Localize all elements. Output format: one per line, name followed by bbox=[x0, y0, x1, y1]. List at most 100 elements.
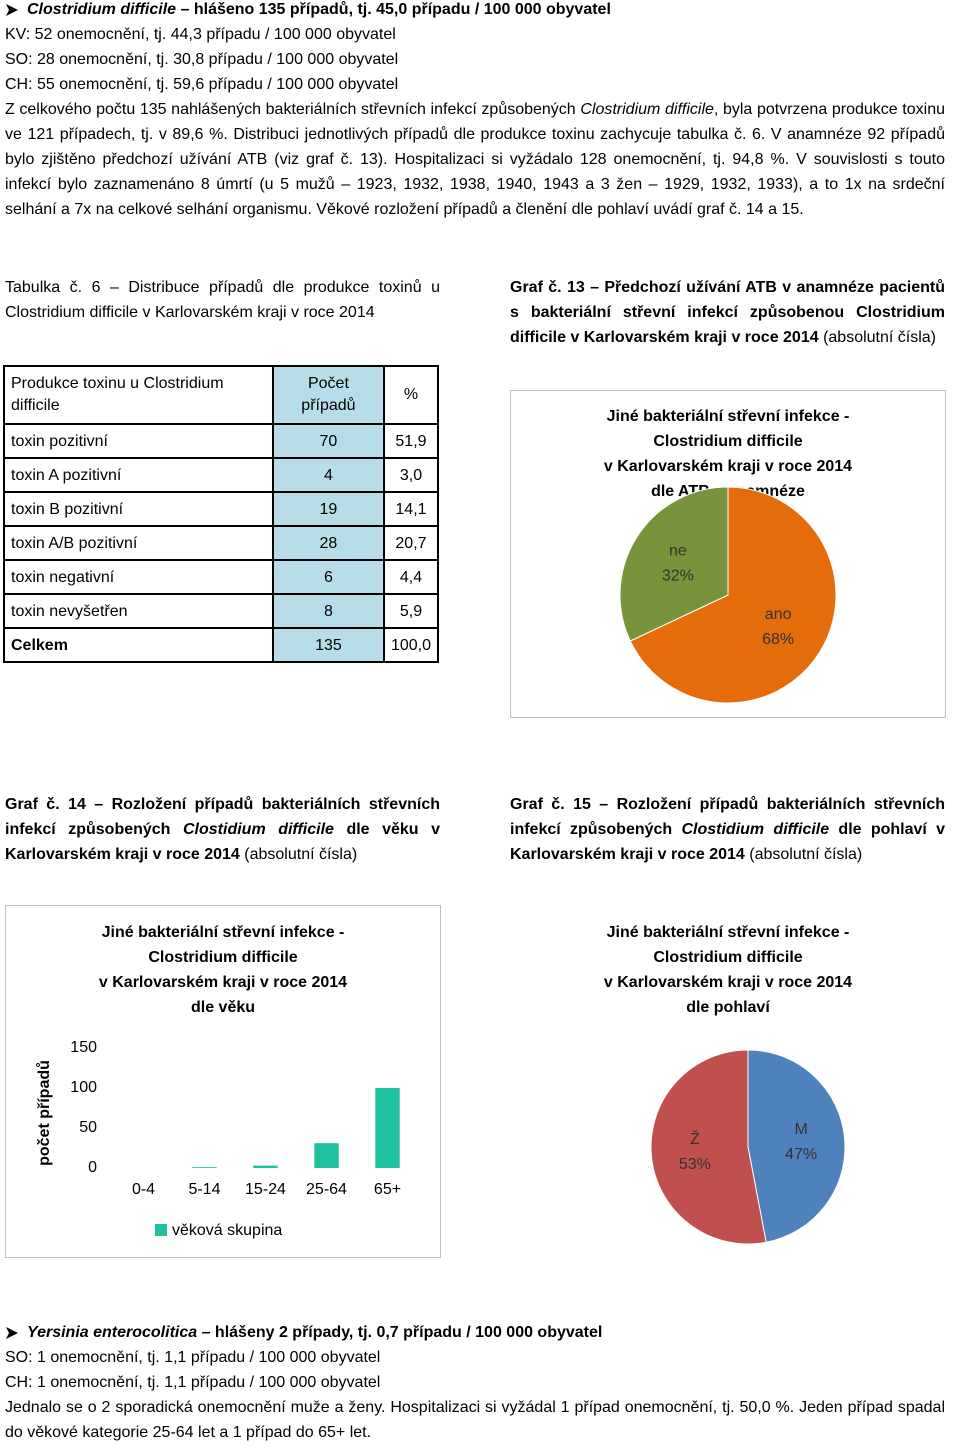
paragraph: Jednalo se o 2 sporadická onemocnění muž… bbox=[5, 1399, 945, 1441]
header-cell: % bbox=[382, 365, 440, 425]
region-line: CH: 55 onemocnění, tj. 59,6 případu / 10… bbox=[5, 76, 399, 93]
slice-label: Ž bbox=[690, 1129, 700, 1148]
table-cell: 100,0 bbox=[382, 627, 440, 663]
caption-text: Clostidium difficile bbox=[183, 821, 334, 838]
text-italic: Clostridium difficile bbox=[580, 101, 714, 118]
intro: Clostridium difficile – hlášeno 135 příp… bbox=[5, 0, 945, 222]
slice-value-label: 32% bbox=[662, 567, 694, 584]
table-row: Celkem 135 100,0 bbox=[3, 627, 440, 663]
pie-slice bbox=[629, 486, 837, 704]
heading-text: – hlášeny 2 případy, tj. 0,7 případu / 1… bbox=[197, 1324, 603, 1341]
bullet-arrow bbox=[6, 1326, 18, 1339]
paragraph: Z celkového počtu 135 nahlášených bakter… bbox=[5, 97, 945, 222]
y-tick-label: 50 bbox=[79, 1119, 97, 1136]
table-row: toxin negativní 6 4,4 bbox=[3, 559, 440, 595]
chart: Jiné bakteriální střevní infekce - Clostr… bbox=[5, 905, 441, 1258]
caption-text: Clostidium difficile bbox=[681, 821, 830, 838]
chart-title: v Karlovarském kraji v roce 2014 bbox=[604, 458, 852, 475]
table-row: toxin A/B pozitivní 28 20,7 bbox=[3, 525, 440, 561]
region-line: KV: 52 onemocnění, tj. 44,3 případu / 10… bbox=[5, 26, 396, 43]
chart: Jiné bakteriální střevní infekce - Clostr… bbox=[510, 390, 946, 718]
bar bbox=[314, 1143, 339, 1168]
pie-slice bbox=[619, 486, 729, 642]
table-cell: toxin negativní bbox=[3, 559, 274, 595]
table-cell: 6 bbox=[271, 559, 385, 595]
x-tick-label: 15-24 bbox=[245, 1181, 286, 1198]
x-tick-label: 0-4 bbox=[132, 1181, 155, 1198]
y-axis-label: počet případů bbox=[36, 1060, 53, 1166]
slice-value-label: 47% bbox=[785, 1146, 817, 1163]
heading-text: – hlášeno 135 případů, tj. 45,0 případu … bbox=[176, 1, 611, 18]
caption-text: Graf č. 13 – Předchozí užívání ATB v ana… bbox=[510, 279, 945, 346]
y-tick-label: 150 bbox=[70, 1039, 97, 1056]
heading-organism: Clostridium difficile bbox=[27, 1, 177, 18]
pie-slice bbox=[650, 1049, 767, 1245]
pie-slice bbox=[747, 1049, 846, 1243]
table-cell: 8 bbox=[271, 593, 385, 629]
chart-title: Clostridium difficile bbox=[653, 949, 802, 966]
bar bbox=[375, 1088, 400, 1168]
table-row: toxin nevyšetřen 8 5,9 bbox=[3, 593, 440, 629]
bar bbox=[192, 1167, 217, 1168]
table: Produkce toxinu u Clostridium difficile P… bbox=[3, 365, 440, 663]
bar bbox=[253, 1165, 278, 1168]
caption-text: Graf č. 15 – Rozložení případů bakteriál… bbox=[510, 796, 945, 838]
table-cell: 4 bbox=[271, 457, 385, 493]
table-cell: 19 bbox=[271, 491, 385, 527]
heading: Clostridium difficile – hlášeno 135 příp… bbox=[5, 0, 945, 22]
table-cell: 51,9 bbox=[382, 423, 440, 459]
chart-title: Jiné bakteriální střevní infekce - bbox=[102, 924, 345, 941]
chart-box: Jiné bakteriální střevní infekce - Clostr… bbox=[510, 905, 946, 1266]
chart-title: Clostridium difficile bbox=[148, 949, 297, 966]
caption-text: Graf č. 14 – Rozložení případů bakteriál… bbox=[5, 796, 440, 838]
bullet-arrow bbox=[6, 3, 18, 16]
chart-title: dle věku bbox=[191, 999, 255, 1016]
table-cell: 14,1 bbox=[382, 491, 440, 527]
table-cell: 5,9 bbox=[382, 593, 440, 629]
chart-title: dle pohlaví bbox=[686, 999, 770, 1016]
table-row: toxin B pozitivní 19 14,1 bbox=[3, 491, 440, 527]
caption: Graf č. 13 – Předchozí užívání ATB v ana… bbox=[510, 275, 945, 350]
chart-box: Jiné bakteriální střevní infekce - Clostr… bbox=[5, 905, 441, 1266]
table-cell: toxin A/B pozitivní bbox=[3, 525, 274, 561]
header-cell: Počet případů bbox=[271, 365, 385, 425]
yersinia: Yersinia enterocolitica – hlášeny 2 příp… bbox=[5, 1320, 945, 1445]
table-cell: toxin A pozitivní bbox=[3, 457, 274, 493]
table-cell: toxin nevyšetřen bbox=[3, 593, 274, 629]
heading: Yersinia enterocolitica – hlášeny 2 příp… bbox=[5, 1320, 945, 1345]
slice-label: M bbox=[794, 1121, 807, 1138]
table-row: toxin pozitivní 70 51,9 bbox=[3, 423, 440, 459]
table-row: toxin A pozitivní 4 3,0 bbox=[3, 457, 440, 493]
slice-value-label: 53% bbox=[679, 1156, 711, 1173]
x-tick-label: 25-64 bbox=[306, 1181, 347, 1198]
table-cell: 4,4 bbox=[382, 559, 440, 595]
region-line: SO: 1 onemocnění, tj. 1,1 případu / 100 … bbox=[5, 1349, 381, 1366]
table-cell: 70 bbox=[271, 423, 385, 459]
caption: Graf č. 14 – Rozložení případů bakteriál… bbox=[5, 792, 440, 867]
caption-text: (absolutní čísla) bbox=[818, 329, 937, 346]
chart-title: Jiné bakteriální střevní infekce - bbox=[607, 924, 850, 941]
table-caption: Tabulka č. 6 – Distribuce případů dle pr… bbox=[5, 279, 440, 321]
chart: Jiné bakteriální střevní infekce - Clostr… bbox=[604, 924, 852, 1245]
x-tick-label: 65+ bbox=[374, 1181, 401, 1198]
slice-label: ne bbox=[669, 542, 687, 559]
table-cell: 3,0 bbox=[382, 457, 440, 493]
legend-swatch bbox=[155, 1224, 167, 1236]
chart-title: v Karlovarském kraji v roce 2014 bbox=[99, 974, 347, 991]
table-cell: 20,7 bbox=[382, 525, 440, 561]
chart-title: Clostridium difficile bbox=[653, 433, 802, 450]
y-tick-label: 100 bbox=[70, 1079, 97, 1096]
x-tick-label: 5-14 bbox=[188, 1181, 220, 1198]
header-cell: Produkce toxinu u Clostridium difficile bbox=[3, 365, 274, 425]
region-line: SO: 28 onemocnění, tj. 30,8 případu / 10… bbox=[5, 51, 399, 68]
y-tick-label: 0 bbox=[88, 1159, 97, 1176]
table-cell: toxin pozitivní bbox=[3, 423, 274, 459]
text: Z celkového počtu 135 nahlášených bakter… bbox=[5, 101, 581, 118]
table-cell: Celkem bbox=[3, 627, 274, 663]
table-cell: toxin B pozitivní bbox=[3, 491, 274, 527]
slice-label: ano bbox=[765, 606, 792, 623]
legend-label: věková skupina bbox=[172, 1222, 282, 1239]
table-wrap: Produkce toxinu u Clostridium difficile P… bbox=[3, 365, 440, 663]
